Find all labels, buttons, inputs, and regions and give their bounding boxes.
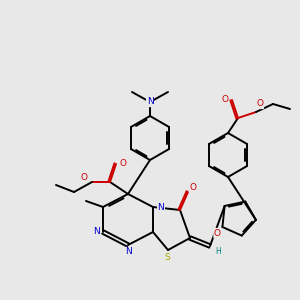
Text: N: N	[158, 202, 164, 211]
Text: O: O	[256, 100, 263, 109]
Text: S: S	[164, 254, 170, 262]
Text: O: O	[221, 94, 229, 103]
Text: O: O	[190, 184, 196, 193]
Text: O: O	[214, 229, 221, 238]
Text: N: N	[124, 248, 131, 256]
Text: N: N	[93, 227, 99, 236]
Text: O: O	[119, 158, 127, 167]
Text: O: O	[80, 172, 88, 182]
Text: H: H	[215, 247, 221, 256]
Text: N: N	[147, 98, 153, 106]
